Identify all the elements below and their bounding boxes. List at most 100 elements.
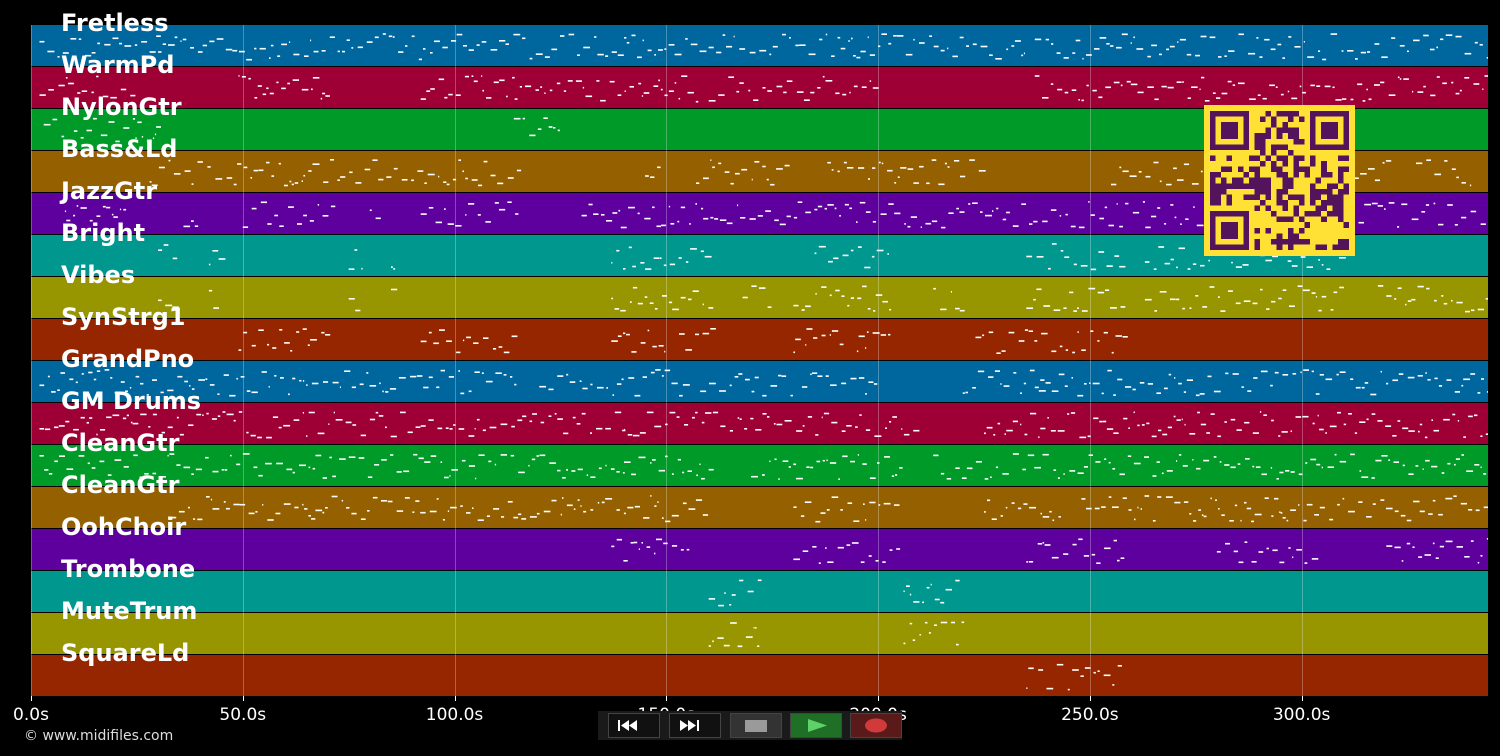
stop-button[interactable] (730, 713, 782, 738)
track-lane[interactable] (31, 319, 1488, 360)
note (152, 379, 157, 381)
note (708, 100, 716, 102)
track-lane[interactable] (31, 277, 1488, 318)
note (1299, 85, 1302, 88)
note (664, 369, 671, 372)
note (1130, 83, 1138, 86)
note (1166, 183, 1172, 186)
note (1051, 243, 1057, 245)
note (294, 182, 299, 184)
note (70, 38, 77, 40)
note (1042, 516, 1050, 518)
piano-roll[interactable] (31, 25, 1488, 696)
note (1245, 458, 1250, 460)
note (519, 86, 522, 88)
note (1127, 455, 1132, 457)
note (1371, 477, 1375, 479)
note (522, 415, 527, 418)
note (831, 330, 839, 332)
track-lane[interactable] (31, 361, 1488, 402)
note (734, 376, 739, 378)
track-lane[interactable] (31, 445, 1488, 486)
play-button[interactable] (790, 713, 842, 738)
note (304, 508, 308, 510)
note (223, 501, 226, 503)
rewind-button[interactable] (608, 713, 660, 738)
note (866, 331, 869, 333)
track-lane[interactable] (31, 571, 1488, 612)
note (645, 175, 649, 177)
track-lane[interactable] (31, 403, 1488, 444)
note (671, 473, 674, 475)
note (262, 93, 267, 96)
note (680, 296, 686, 299)
note (862, 285, 867, 288)
note (261, 371, 267, 373)
note (783, 91, 787, 94)
note (1456, 176, 1459, 179)
note (483, 160, 488, 163)
note (653, 85, 659, 87)
note (374, 464, 380, 466)
note (292, 471, 295, 474)
note (757, 215, 763, 217)
note (1119, 265, 1126, 268)
axis-tick (666, 696, 668, 701)
note (1454, 391, 1460, 393)
note (1339, 371, 1346, 373)
fast-forward-button[interactable] (669, 713, 721, 738)
note (1175, 298, 1180, 301)
note (543, 510, 551, 513)
track-lane[interactable] (31, 613, 1488, 654)
note (518, 513, 522, 516)
note (567, 80, 573, 82)
note (439, 329, 445, 331)
note (514, 98, 518, 100)
note (1154, 310, 1157, 312)
note (258, 329, 264, 331)
note (1431, 419, 1433, 421)
note (653, 257, 660, 259)
note (869, 80, 872, 82)
note (664, 350, 666, 353)
note (1307, 56, 1315, 58)
note (385, 426, 387, 429)
record-button[interactable] (850, 713, 902, 738)
note (1026, 687, 1028, 689)
note (1119, 166, 1122, 169)
note (1081, 349, 1086, 351)
note (75, 381, 78, 384)
note (896, 548, 901, 550)
note (236, 463, 241, 466)
note (623, 332, 626, 335)
note (1064, 91, 1069, 94)
track-lane[interactable] (31, 487, 1488, 528)
note (848, 40, 850, 42)
note (1470, 540, 1474, 542)
note (416, 375, 423, 377)
note (837, 546, 844, 549)
note (115, 140, 120, 143)
track-lane[interactable] (31, 25, 1488, 66)
note (778, 374, 782, 377)
track-lane[interactable] (31, 655, 1488, 696)
note (1474, 414, 1478, 417)
note (806, 328, 813, 330)
note (1388, 94, 1396, 96)
note (1286, 519, 1289, 522)
note (1403, 78, 1409, 80)
note (1192, 459, 1194, 461)
note (463, 45, 467, 47)
track-lane[interactable] (31, 67, 1488, 108)
track-lane[interactable] (31, 529, 1488, 570)
note (307, 344, 310, 346)
note (1280, 93, 1284, 96)
note (1029, 223, 1033, 225)
note (1230, 466, 1236, 469)
note (65, 420, 70, 423)
note (1200, 423, 1207, 426)
note (822, 459, 825, 462)
note (913, 182, 919, 184)
note (1215, 499, 1217, 501)
note (1425, 372, 1427, 374)
